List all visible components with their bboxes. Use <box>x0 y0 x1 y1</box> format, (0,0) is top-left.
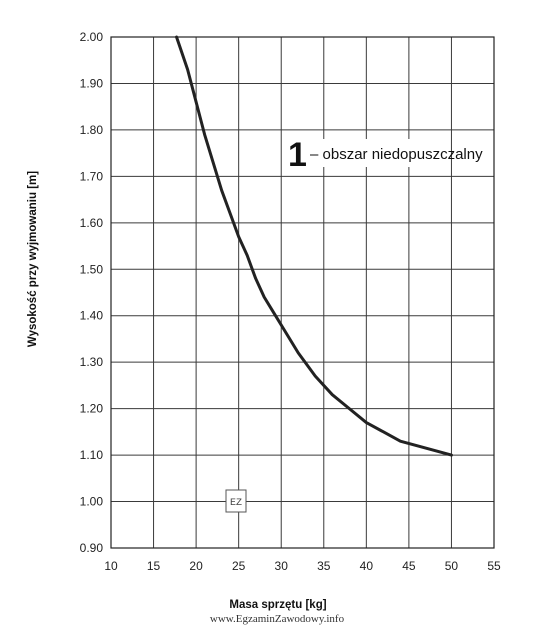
annotation-background <box>285 139 450 167</box>
y-tick-label: 1.30 <box>80 355 104 369</box>
plot-frame <box>110 36 495 549</box>
watermark-text: www.EgzaminZawodowy.info <box>210 613 345 625</box>
y-tick-label: 1.70 <box>80 169 104 183</box>
plot-border <box>110 36 495 549</box>
x-tick-labels: 10 15 20 25 30 35 40 45 50 55 <box>104 559 501 573</box>
annotation-text: – obszar niedopuszczalny <box>310 146 483 163</box>
y-tick-label: 1.50 <box>80 262 104 276</box>
x-tick-label: 20 <box>189 559 203 573</box>
grid <box>110 36 495 549</box>
x-tick-label: 25 <box>232 559 246 573</box>
series-line <box>175 35 453 457</box>
x-axis-title: Masa sprzętu [kg] <box>229 599 326 611</box>
watermark-logo: EZ <box>225 489 247 513</box>
series-layer <box>175 35 453 457</box>
x-tick-label: 10 <box>104 559 118 573</box>
y-tick-label: 1.90 <box>80 76 104 90</box>
y-tick-labels: 0.90 1.00 1.10 1.20 1.30 1.40 1.50 1.60 1.70 1.80… <box>80 30 104 555</box>
y-tick-label: 1.00 <box>80 495 104 509</box>
y-tick-label: 1.60 <box>80 216 104 230</box>
y-tick-label: 1.40 <box>80 309 104 323</box>
x-tick-label: 50 <box>445 559 459 573</box>
x-tick-label: 35 <box>317 559 331 573</box>
y-tick-label: 2.00 <box>80 30 104 44</box>
x-tick-label: 30 <box>275 559 289 573</box>
annotation: 1 – obszar niedopuszczalny <box>285 136 483 174</box>
x-tick-label: 15 <box>147 559 161 573</box>
y-tick-label: 1.80 <box>80 123 104 137</box>
y-tick-label: 0.90 <box>80 541 104 555</box>
x-tick-label: 55 <box>487 559 501 573</box>
watermark-logo-text: EZ <box>230 498 242 509</box>
y-axis-title: Wysokość przy wyjmowaniu [m] <box>27 171 39 347</box>
x-tick-label: 45 <box>402 559 416 573</box>
y-tick-label: 1.20 <box>80 402 104 416</box>
y-tick-label: 1.10 <box>80 448 104 462</box>
x-tick-label: 40 <box>360 559 374 573</box>
annotation-number: 1 <box>288 136 307 174</box>
